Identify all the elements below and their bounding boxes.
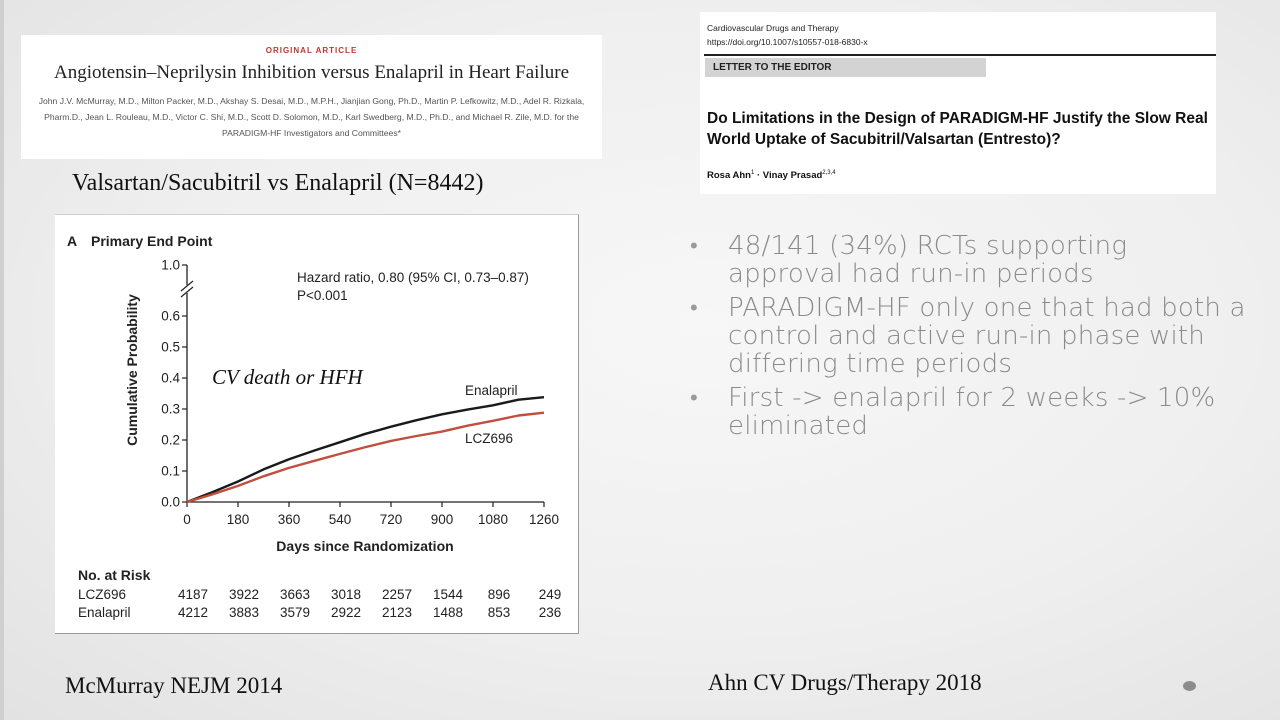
bullet-text: 48/141 (34%) RCTs supporting approval ha…: [728, 231, 1128, 289]
risk-cell: 896: [488, 587, 511, 602]
x-tick-label: 720: [380, 512, 403, 527]
journal-name: Cardiovascular Drugs and Therapy: [707, 23, 839, 33]
x-tick-label: 540: [329, 512, 352, 527]
axis-break-mark: [180, 286, 194, 298]
letter-authors: Rosa Ahn1 · Vinay Prasad2,3,4: [707, 170, 836, 181]
legend-label-enalapril: Enalapril: [465, 383, 518, 398]
risk-table-title: No. at Risk: [78, 567, 151, 583]
bullet-text: PARADIGM-HF only one that had both a con…: [728, 293, 1246, 379]
bullet-dot-icon: •: [690, 233, 698, 258]
risk-cell: 2257: [382, 587, 412, 602]
risk-cell: 4187: [178, 587, 208, 602]
bullet-item: • 48/141 (34%) RCTs supporting approval …: [690, 232, 1250, 288]
risk-row-label: Enalapril: [78, 605, 131, 620]
citation-left: McMurray NEJM 2014: [65, 673, 283, 698]
risk-cell: 2922: [331, 605, 361, 620]
author-2: Vinay Prasad: [762, 170, 823, 182]
p-value-annotation: P<0.001: [297, 288, 348, 303]
bullet-item: • First -> enalapril for 2 weeks -> 10% …: [690, 384, 1250, 440]
x-tick-label: 360: [278, 512, 301, 527]
panel-label: A: [67, 233, 77, 249]
risk-cell: 249: [539, 587, 562, 602]
bullet-text: First -> enalapril for 2 weeks -> 10% el…: [728, 383, 1216, 441]
x-tick-label: 1080: [478, 512, 508, 527]
risk-cell: 236: [539, 605, 562, 620]
series-line-enalapril: [186, 396, 545, 504]
risk-cell: 3663: [280, 587, 310, 602]
x-tick-label: 900: [431, 512, 454, 527]
study-heading: Valsartan/Sacubitril vs Enalapril (N=844…: [72, 170, 484, 196]
legend-label-lcz696: LCZ696: [465, 431, 513, 446]
risk-cell: 3579: [280, 605, 310, 620]
author-separator: ·: [756, 170, 761, 182]
risk-cell: 4212: [178, 605, 208, 620]
risk-cell: 853: [488, 605, 511, 620]
author-2-affiliation: 2,3,4: [822, 170, 836, 176]
bullet-list: • 48/141 (34%) RCTs supporting approval …: [690, 232, 1250, 446]
y-axis-label: Cumulative Probability: [124, 294, 140, 446]
letter-header: Cardiovascular Drugs and Therapy https:/…: [700, 12, 1216, 194]
bullet-item: • PARADIGM-HF only one that had both a c…: [690, 294, 1250, 378]
y-tick-label: 0.1: [161, 464, 180, 479]
doi-link[interactable]: https://doi.org/10.1007/s10557-018-6830-…: [707, 37, 868, 47]
bullet-dot-icon: •: [690, 385, 698, 410]
nejm-article-header: ORIGINAL ARTICLE Angiotensin–Neprilysin …: [21, 35, 602, 159]
article-type-tag: ORIGINAL ARTICLE: [265, 46, 358, 55]
bullet-dot-icon: •: [690, 295, 698, 320]
risk-cell: 3018: [331, 587, 361, 602]
author-1: Rosa Ahn: [707, 170, 751, 182]
y-tick-label: 0.3: [161, 402, 180, 417]
author-1-affiliation: 1: [750, 170, 755, 176]
y-tick-label: 0.0: [161, 495, 180, 510]
risk-cell: 2123: [382, 605, 412, 620]
y-tick-label: 1.0: [161, 258, 180, 273]
x-tick-label: 1260: [529, 512, 559, 527]
x-tick-label: 180: [227, 512, 250, 527]
risk-row-label: LCZ696: [78, 587, 126, 602]
risk-cell: 1544: [433, 587, 464, 602]
slide-nav-dot-icon[interactable]: [1183, 681, 1196, 691]
axis-break-mark: [180, 280, 194, 292]
x-axis-label: Days since Randomization: [276, 538, 453, 554]
km-figure-panel: A Primary End Point Hazard ratio, 0.80 (…: [55, 214, 579, 634]
km-chart: A Primary End Point Hazard ratio, 0.80 (…: [67, 233, 562, 620]
y-tick-label: 0.4: [161, 371, 180, 386]
risk-cell: 1488: [433, 605, 463, 620]
header-rule: [704, 54, 1216, 56]
risk-cell: 3883: [229, 605, 259, 620]
article-title: Angiotensin–Neprilysin Inhibition versus…: [53, 62, 569, 83]
citation-right: Ahn CV Drugs/Therapy 2018: [708, 670, 982, 695]
y-tick-label: 0.2: [161, 433, 180, 448]
y-tick-label: 0.5: [161, 340, 180, 355]
risk-cell: 3922: [229, 587, 259, 602]
y-tick-label: 0.6: [161, 309, 180, 324]
endpoint-label: CV death or HFH: [212, 365, 365, 389]
panel-title: Primary End Point: [91, 233, 213, 249]
article-authors: John J.V. McMurray, M.D., Milton Packer,…: [38, 96, 585, 138]
x-tick-label: 0: [183, 512, 191, 527]
hazard-ratio-annotation: Hazard ratio, 0.80 (95% CI, 0.73–0.87): [297, 270, 529, 285]
slide-edge: [0, 0, 4, 720]
section-bar: LETTER TO THE EDITOR: [705, 58, 986, 77]
letter-title: Do Limitations in the Design of PARADIGM…: [707, 110, 1208, 148]
series-line-lcz696: [186, 411, 545, 504]
